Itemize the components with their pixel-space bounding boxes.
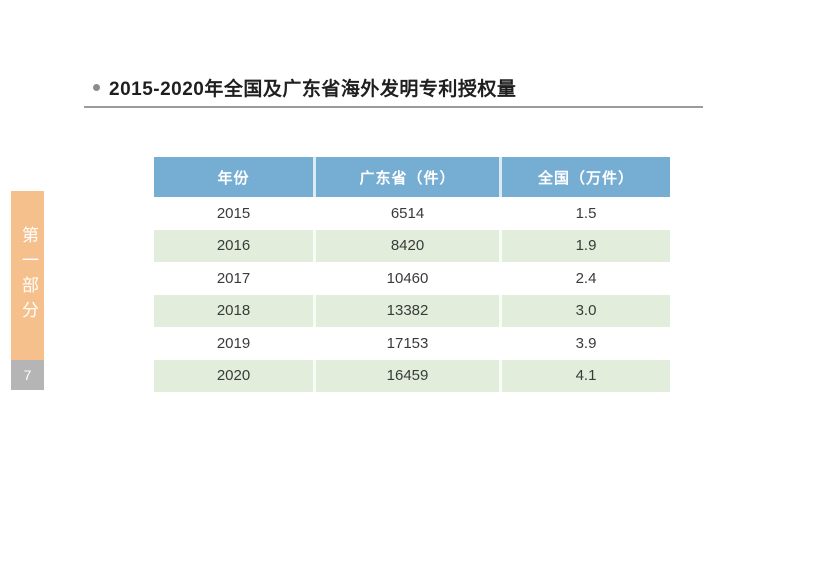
cell-national: 4.1 [502, 359, 670, 392]
cell-guangdong: 6514 [316, 197, 502, 230]
page-number-box: 7 [11, 360, 44, 390]
page-number: 7 [23, 367, 32, 383]
section-tab: 第一部分 7 [11, 191, 44, 390]
table-header-row: 年份 广东省（件） 全国（万件） [154, 157, 670, 197]
cell-guangdong: 16459 [316, 359, 502, 392]
table-header: 年份 广东省（件） 全国（万件） [154, 157, 670, 197]
bullet-icon [93, 83, 100, 91]
title-block: 2015-2020年全国及广东省海外发明专利授权量 [84, 74, 703, 108]
cell-year: 2020 [154, 359, 316, 392]
page-title: 2015-2020年全国及广东省海外发明专利授权量 [109, 78, 517, 100]
cell-national: 1.9 [502, 229, 670, 262]
table-row: 2018 13382 3.0 [154, 294, 670, 327]
cell-guangdong: 10460 [316, 262, 502, 295]
section-tab-label: 第一部分 [18, 225, 38, 326]
header-cell-guangdong: 广东省（件） [316, 157, 502, 197]
cell-national: 3.9 [502, 327, 670, 360]
cell-year: 2015 [154, 197, 316, 230]
title-line: 2015-2020年全国及广东省海外发明专利授权量 [84, 74, 703, 100]
table-row: 2019 17153 3.9 [154, 327, 670, 360]
header-cell-year: 年份 [154, 157, 316, 197]
table-body: 2015 6514 1.5 2016 8420 1.9 2017 10460 2… [154, 197, 670, 392]
cell-national: 2.4 [502, 262, 670, 295]
cell-national: 1.5 [502, 197, 670, 230]
cell-year: 2016 [154, 229, 316, 262]
table-row: 2015 6514 1.5 [154, 197, 670, 230]
header-cell-national: 全国（万件） [502, 157, 670, 197]
table-row: 2016 8420 1.9 [154, 229, 670, 262]
cell-year: 2017 [154, 262, 316, 295]
patent-table: 年份 广东省（件） 全国（万件） 2015 6514 1.5 2016 8420… [154, 157, 670, 392]
table-row: 2020 16459 4.1 [154, 359, 670, 392]
cell-year: 2019 [154, 327, 316, 360]
cell-guangdong: 13382 [316, 294, 502, 327]
cell-year: 2018 [154, 294, 316, 327]
table-row: 2017 10460 2.4 [154, 262, 670, 295]
cell-guangdong: 17153 [316, 327, 502, 360]
cell-national: 3.0 [502, 294, 670, 327]
section-tab-band: 第一部分 [11, 191, 44, 360]
cell-guangdong: 8420 [316, 229, 502, 262]
